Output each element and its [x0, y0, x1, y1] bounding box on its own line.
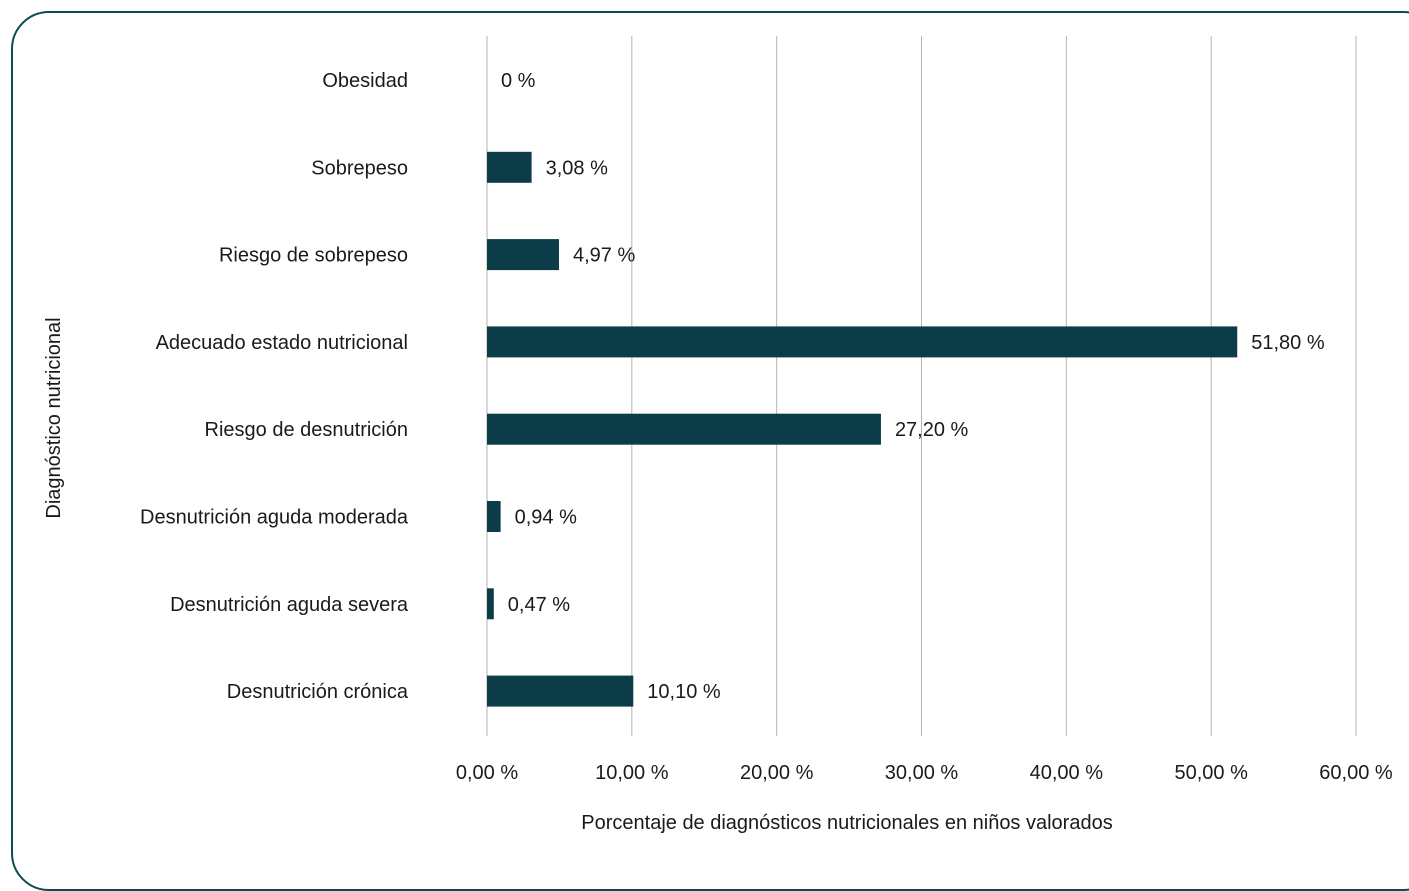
y-axis-title: Diagnóstico nutricional	[43, 317, 65, 518]
category-label: Riesgo de desnutrición	[205, 419, 408, 441]
data-label: 0,47 %	[508, 594, 570, 616]
data-label: 4,97 %	[573, 245, 635, 267]
bar	[487, 326, 1238, 358]
x-tick-label: 30,00 %	[885, 762, 959, 784]
bar	[487, 413, 881, 445]
bar	[487, 675, 634, 707]
category-label: Riesgo de sobrepeso	[219, 245, 408, 267]
data-label: 0,94 %	[515, 507, 577, 529]
x-tick-label: 60,00 %	[1319, 762, 1393, 784]
category-label: Desnutrición aguda moderada	[140, 507, 409, 529]
category-labels: Obesidad Sobrepeso Riesgo de sobrepeso Adec…	[140, 70, 409, 703]
data-labels: 0 % 3,08 % 4,97 % 51,80 % 27,20 % 0,94 % 0,47 …	[501, 70, 1325, 703]
category-label: Obesidad	[322, 70, 408, 92]
data-label: 10,10 %	[647, 681, 721, 703]
gridlines	[486, 36, 1357, 736]
category-label: Adecuado estado nutricional	[156, 332, 408, 354]
bar	[487, 588, 494, 620]
data-label: 51,80 %	[1251, 332, 1325, 354]
bar	[487, 501, 501, 532]
x-tick-label: 0,00 %	[456, 762, 518, 784]
x-axis-title: Porcentaje de diagnósticos nutricionales…	[581, 812, 1112, 834]
bar-chart: Obesidad Sobrepeso Riesgo de sobrepeso Adec…	[43, 36, 1393, 834]
data-label: 0 %	[501, 70, 536, 92]
data-label: 27,20 %	[895, 419, 969, 441]
bar	[487, 239, 559, 271]
x-tick-label: 20,00 %	[740, 762, 814, 784]
bar	[487, 151, 532, 183]
x-tick-labels: 0,00 % 10,00 % 20,00 % 30,00 % 40,00 % 50,00 …	[456, 762, 1393, 784]
bars	[487, 151, 1238, 707]
category-label: Desnutrición crónica	[227, 681, 409, 703]
category-label: Desnutrición aguda severa	[170, 594, 409, 616]
category-label: Sobrepeso	[311, 157, 408, 179]
data-label: 3,08 %	[546, 157, 608, 179]
x-tick-label: 10,00 %	[595, 762, 669, 784]
x-tick-label: 40,00 %	[1030, 762, 1104, 784]
x-tick-label: 50,00 %	[1174, 762, 1248, 784]
